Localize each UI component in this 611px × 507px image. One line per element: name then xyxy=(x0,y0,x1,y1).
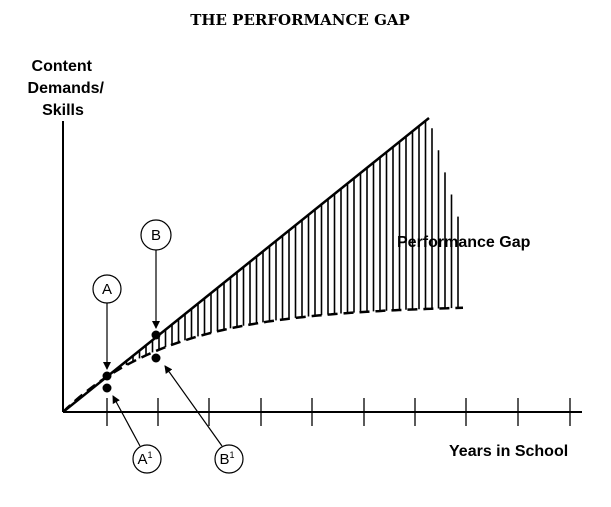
marker-b-label: B xyxy=(151,227,161,244)
skills-curve xyxy=(62,306,464,413)
point-b1 xyxy=(151,353,161,363)
marker-a1-sup: 1 xyxy=(148,450,153,460)
marker-b1-label: B1 xyxy=(219,450,234,468)
marker-b1-arrow xyxy=(164,365,223,447)
content-demands-line xyxy=(62,117,430,413)
point-b xyxy=(151,330,161,340)
marker-b1-circle xyxy=(214,444,244,474)
marker-b1-base: B xyxy=(219,451,229,468)
y-axis-label-line-2: Demands/ xyxy=(28,80,105,97)
y-axis-label-line-3: Skills xyxy=(42,102,84,119)
marker-b1-sup: 1 xyxy=(230,450,235,460)
point-a1 xyxy=(102,383,112,393)
marker-a1-label: A1 xyxy=(137,450,152,468)
performance-gap-hatching xyxy=(125,120,459,366)
marker-a-label: A xyxy=(102,281,112,298)
marker-a1-base: A xyxy=(137,451,147,468)
performance-gap-label: Performance Gap xyxy=(397,234,531,251)
marker-a1-circle xyxy=(132,444,162,474)
x-axis-ticks xyxy=(106,398,571,426)
point-a xyxy=(102,371,112,381)
y-axis-label-line-1: Content xyxy=(32,58,93,75)
marker-a1-arrow xyxy=(112,395,141,447)
diagram-title: THE PERFORMANCE GAP xyxy=(190,11,410,29)
x-axis-label: Years in School xyxy=(449,443,568,460)
y-axis-label: Content Demands/ Skills xyxy=(28,58,109,119)
